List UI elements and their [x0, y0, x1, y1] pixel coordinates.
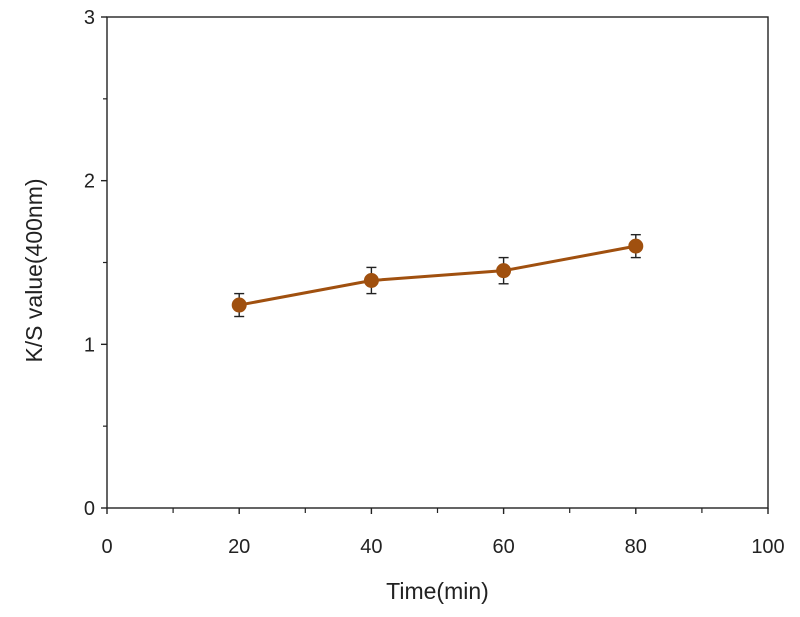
y-axis-ticks — [101, 16, 107, 509]
plot-frame — [106, 16, 769, 509]
plot-border — [106, 16, 769, 509]
x-axis-ticks — [106, 508, 769, 514]
y-tick-label: 3 — [84, 7, 95, 29]
y-tick-label: 0 — [84, 498, 95, 520]
data-point — [628, 238, 644, 254]
series-group — [231, 233, 644, 318]
data-point — [231, 297, 247, 313]
data-point — [496, 263, 512, 279]
x-tick-label: 0 — [101, 536, 112, 558]
x-tick-label: 100 — [751, 536, 784, 558]
x-tick-label: 60 — [492, 536, 514, 558]
x-tick-label: 40 — [360, 536, 382, 558]
x-axis-title: Time(min) — [386, 578, 489, 604]
y-axis-title: K/S value(400nm) — [21, 178, 47, 362]
x-tick-label: 80 — [625, 536, 647, 558]
y-tick-label: 2 — [84, 171, 95, 193]
x-tick-label: 20 — [228, 536, 250, 558]
x-axis-tick-labels: 0 20 40 60 80 100 — [101, 536, 784, 558]
series-line — [238, 244, 637, 307]
data-point — [363, 273, 379, 289]
y-axis-tick-labels: 0 1 2 3 — [84, 7, 95, 520]
y-tick-label: 1 — [84, 334, 95, 356]
